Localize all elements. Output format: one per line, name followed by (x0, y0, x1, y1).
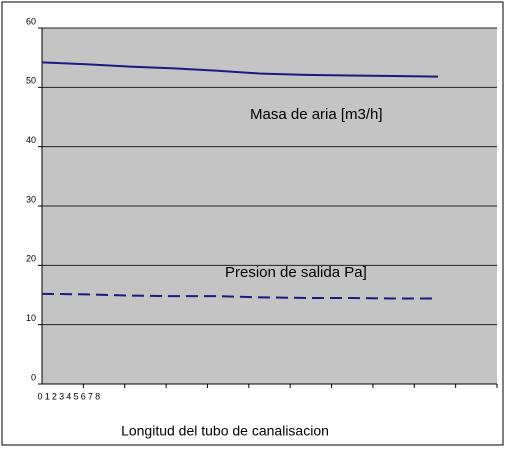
x-tick-label: 8 (95, 391, 100, 401)
x-tick-label: 2 (52, 391, 57, 401)
x-tick-label: 3 (59, 391, 64, 401)
y-tick-label: 0 (31, 372, 36, 382)
y-tick-label: 10 (26, 313, 36, 323)
x-tick-label: 4 (66, 391, 71, 401)
x-tick-label: 1 (45, 391, 50, 401)
series-label: Presion de salida Pa] (225, 264, 367, 281)
y-tick-label: 50 (26, 76, 36, 86)
series-line (41, 292, 438, 300)
x-tick-label: 5 (73, 391, 78, 401)
x-axis-label: Longitud del tubo de canalisacion (121, 423, 329, 439)
y-tick-label: 60 (26, 16, 36, 26)
x-tick-label: 0 (37, 391, 42, 401)
y-tick-label: 20 (26, 254, 36, 264)
series-label: Masa de aria [m3/h] (250, 106, 383, 123)
y-tick-label: 30 (26, 194, 36, 204)
series-line (41, 61, 439, 78)
y-tick-label: 40 (26, 135, 36, 145)
x-tick-label: 6 (81, 391, 86, 401)
x-tick-label: 7 (88, 391, 93, 401)
